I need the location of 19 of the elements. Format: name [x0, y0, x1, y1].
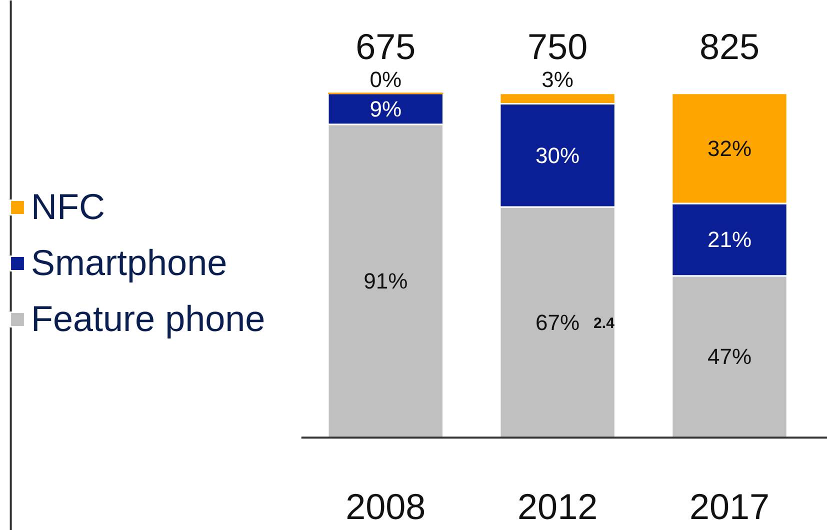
data-label: 91% — [364, 268, 408, 294]
data-label: 67% — [536, 310, 580, 335]
annotation: 2.4 — [594, 314, 616, 332]
legend-label: NFC — [31, 186, 105, 228]
data-label: 3% — [542, 67, 574, 92]
annotation: 750 — [528, 26, 588, 68]
data-label: 47% — [707, 344, 752, 370]
annotation: 825 — [699, 26, 760, 68]
data-label: 30% — [536, 142, 580, 168]
annotation: 675 — [356, 26, 416, 68]
x-tick-label: 2008 — [346, 486, 426, 527]
legend-label: Smartphone — [31, 242, 228, 284]
data-label: 0% — [370, 67, 402, 92]
x-tick-label: 2017 — [689, 486, 770, 527]
data-label: 21% — [707, 227, 752, 252]
data-label: 32% — [707, 136, 752, 161]
x-tick-label: 2012 — [518, 486, 598, 527]
legend-label: Feature phone — [31, 298, 266, 340]
data-label: 9% — [370, 96, 402, 122]
